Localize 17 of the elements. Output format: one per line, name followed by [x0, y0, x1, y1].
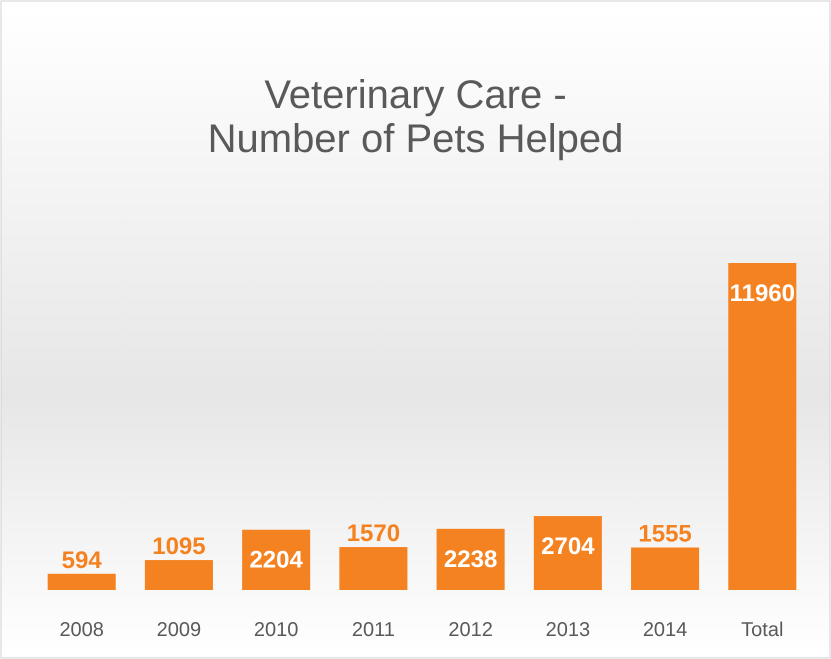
data-label: 2704	[541, 533, 596, 560]
data-label: 2238	[444, 546, 498, 573]
data-label: 1095	[152, 533, 206, 560]
x-tick-label: 2013	[546, 619, 590, 641]
chart-title: Veterinary Care - Number of Pets Helped	[208, 73, 624, 161]
data-label: 1555	[638, 520, 692, 548]
x-tick-label: Total	[741, 619, 784, 641]
data-label: 2204	[249, 546, 304, 574]
data-label: 1570	[346, 520, 400, 548]
data-label: 11960	[730, 280, 796, 307]
data-label: 594	[62, 546, 102, 574]
x-tick-label: 2010	[254, 619, 298, 641]
x-tick-label: 2008	[59, 619, 104, 641]
x-tick-label: 2009	[156, 619, 202, 641]
x-tick-label: 2014	[642, 619, 688, 641]
x-tick-label: 2011	[352, 619, 395, 641]
x-tick-label: 2012	[448, 619, 493, 641]
